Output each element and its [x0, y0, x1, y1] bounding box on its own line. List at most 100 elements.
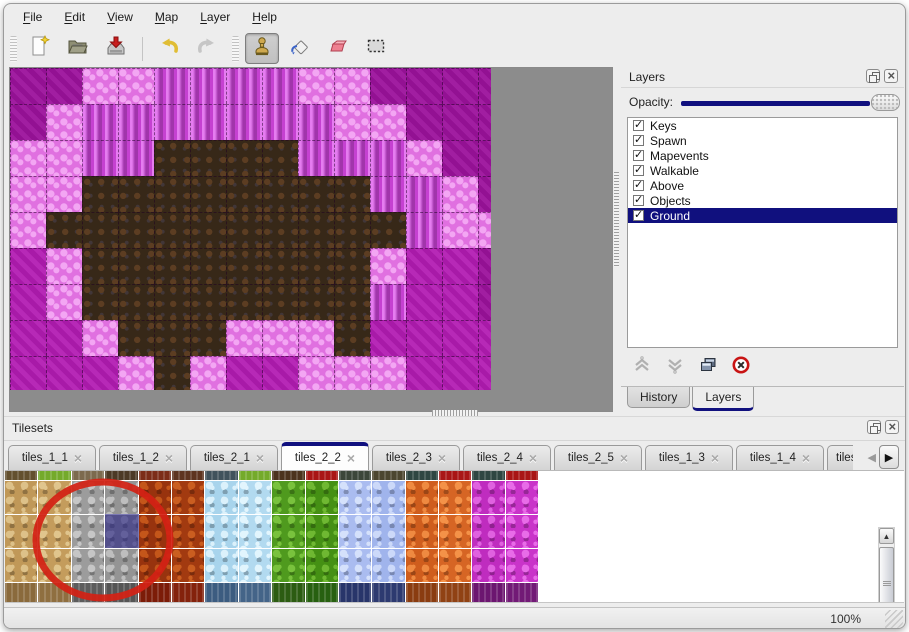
scrollbar-thumb[interactable] — [879, 547, 894, 602]
map-tile[interactable] — [46, 284, 82, 320]
map-tile[interactable] — [442, 356, 478, 390]
tileset-tile[interactable] — [71, 515, 105, 548]
tileset-tile[interactable] — [439, 583, 472, 602]
tileset-tile[interactable] — [505, 471, 539, 480]
tileset-tile[interactable] — [338, 583, 372, 602]
map-tile[interactable] — [478, 212, 491, 248]
tileset-tile[interactable] — [505, 481, 539, 514]
layer-row-ground[interactable]: ✓ Ground — [628, 208, 897, 223]
map-tile[interactable] — [226, 104, 262, 140]
map-tile[interactable] — [262, 320, 298, 356]
map-tile[interactable] — [226, 176, 262, 212]
map-tile[interactable] — [226, 212, 262, 248]
tileset-tile[interactable] — [138, 471, 171, 480]
map-tile[interactable] — [46, 320, 82, 356]
map-tile[interactable] — [118, 176, 154, 212]
layer-visibility-checkbox[interactable]: ✓ — [633, 209, 644, 221]
tileset-tile[interactable] — [5, 549, 38, 582]
redo-button[interactable] — [190, 33, 224, 64]
tileset-tile[interactable] — [372, 481, 405, 514]
map-tile[interactable] — [82, 320, 118, 356]
tileset-tile[interactable] — [272, 515, 305, 548]
tileset-tile[interactable] — [71, 549, 105, 582]
map-tile[interactable] — [190, 176, 226, 212]
tileset-tile[interactable] — [5, 515, 38, 548]
vertical-splitter[interactable] — [613, 67, 620, 412]
map-tile[interactable] — [406, 320, 442, 356]
map-tile[interactable] — [118, 248, 154, 284]
tileset-tile[interactable] — [472, 471, 505, 480]
map-tile[interactable] — [118, 140, 154, 176]
tileset-tab-tiles_2_2[interactable]: tiles_2_2 × — [281, 442, 369, 470]
tileset-tab-tiles_1_2[interactable]: tiles_1_2 × — [99, 445, 187, 470]
map-tile[interactable] — [406, 104, 442, 140]
map-tile[interactable] — [298, 320, 334, 356]
tileset-tile[interactable] — [305, 481, 338, 514]
tileset-tile[interactable] — [505, 583, 539, 602]
delete-layer-button[interactable] — [730, 356, 752, 378]
layer-row-spawn[interactable]: ✓ Spawn — [628, 133, 897, 148]
map-tile[interactable] — [154, 356, 190, 390]
map-tile[interactable] — [478, 356, 491, 390]
tileset-tile[interactable] — [372, 583, 405, 602]
map-tile[interactable] — [82, 212, 118, 248]
layer-row-keys[interactable]: ✓ Keys — [628, 118, 897, 133]
map-tile[interactable] — [478, 284, 491, 320]
map-tile[interactable] — [118, 68, 154, 104]
tileset-tile[interactable] — [405, 471, 439, 480]
map-tile[interactable] — [190, 248, 226, 284]
map-tile[interactable] — [154, 320, 190, 356]
tileset-tile[interactable] — [171, 481, 205, 514]
map-tile[interactable] — [478, 68, 491, 104]
map-tile[interactable] — [334, 248, 370, 284]
map-tile[interactable] — [10, 176, 46, 212]
tileset-content[interactable]: ▲ ▼ — [5, 470, 904, 603]
map-tile[interactable] — [442, 212, 478, 248]
opacity-slider-track[interactable] — [681, 101, 870, 106]
map-tile[interactable] — [406, 140, 442, 176]
map-tile[interactable] — [10, 212, 46, 248]
map-tile[interactable] — [334, 176, 370, 212]
map-tile[interactable] — [82, 104, 118, 140]
tileset-tile[interactable] — [472, 549, 505, 582]
layer-visibility-checkbox[interactable]: ✓ — [633, 119, 644, 131]
map-tile[interactable] — [478, 176, 491, 212]
map-canvas[interactable] — [9, 67, 613, 412]
map-tile[interactable] — [10, 140, 46, 176]
tileset-tile[interactable] — [305, 515, 338, 548]
tileset-tile[interactable] — [505, 515, 539, 548]
tileset-tile[interactable] — [338, 471, 372, 480]
tab-close-icon[interactable]: × — [255, 450, 265, 466]
map-tile[interactable] — [46, 104, 82, 140]
map-tile[interactable] — [46, 68, 82, 104]
map-tile[interactable] — [226, 248, 262, 284]
tab-layers[interactable]: Layers — [692, 387, 755, 411]
map-tile[interactable] — [442, 284, 478, 320]
tileset-tile[interactable] — [238, 515, 272, 548]
map-tile[interactable] — [10, 104, 46, 140]
map-tile[interactable] — [190, 104, 226, 140]
map-tile[interactable] — [262, 176, 298, 212]
tileset-tile[interactable] — [305, 549, 338, 582]
map-tile[interactable] — [190, 68, 226, 104]
tileset-tile[interactable] — [439, 481, 472, 514]
tab-history[interactable]: History — [627, 387, 691, 408]
map-tile[interactable] — [298, 284, 334, 320]
tileset-tile[interactable] — [272, 583, 305, 602]
layer-visibility-checkbox[interactable]: ✓ — [633, 134, 644, 146]
float-panel-icon[interactable] — [867, 420, 881, 434]
tileset-tile[interactable] — [238, 481, 272, 514]
map-tile[interactable] — [406, 248, 442, 284]
map-tile[interactable] — [370, 104, 406, 140]
scroll-tabs-right-button[interactable]: ▶ — [879, 445, 899, 469]
tileset-tile[interactable] — [205, 515, 238, 548]
tab-close-icon[interactable]: × — [710, 450, 720, 466]
tileset-scrollbar[interactable]: ▲ ▼ — [878, 527, 895, 602]
stamp-tool-button[interactable] — [245, 33, 279, 64]
tileset-tile[interactable] — [5, 481, 38, 514]
tileset-tile[interactable] — [305, 471, 338, 480]
map-tile[interactable] — [10, 248, 46, 284]
map-tile[interactable] — [262, 68, 298, 104]
tileset-tile[interactable] — [472, 515, 505, 548]
map-tile[interactable] — [46, 176, 82, 212]
